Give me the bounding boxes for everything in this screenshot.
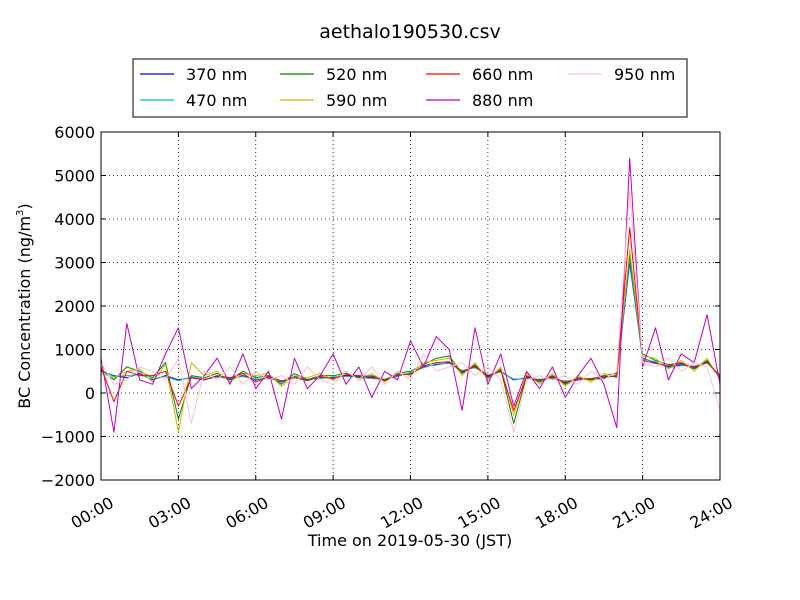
x-tick-label: 21:00 (609, 493, 658, 533)
x-tick-label: 12:00 (377, 493, 426, 533)
y-axis-label-close: ) (15, 203, 34, 209)
y-axis-label: BC Concentration (ng/m3) (15, 203, 34, 408)
y-tick-label: −2000 (41, 471, 95, 490)
y-axis-label-main: BC Concentration (ng/m (15, 216, 34, 409)
legend-label-660-nm: 660 nm (472, 65, 533, 84)
x-tick-label: 15:00 (454, 493, 503, 533)
legend-box (132, 58, 688, 118)
series-line-880-nm (100, 157, 721, 433)
y-tick-label: −1000 (41, 428, 95, 447)
y-tick-label: 1000 (54, 341, 95, 360)
legend-label-590-nm: 590 nm (326, 91, 387, 110)
y-tick-label: 3000 (54, 254, 95, 273)
legend-label-370-nm: 370 nm (186, 65, 247, 84)
x-tick-label: 06:00 (222, 493, 271, 533)
series-lines (100, 157, 721, 433)
x-axis-label: Time on 2019-05-30 (JST) (307, 531, 512, 550)
y-tick-label: 4000 (54, 210, 95, 229)
x-tick-label: 03:00 (145, 493, 194, 533)
x-tick-label: 18:00 (532, 493, 581, 533)
x-tick-label: 09:00 (300, 493, 349, 533)
y-axis-label-superscript: 3 (15, 210, 26, 216)
legend-label-520-nm: 520 nm (326, 65, 387, 84)
series-line-660-nm (100, 227, 721, 411)
legend-label-880-nm: 880 nm (472, 91, 533, 110)
x-tick-label: 00:00 (68, 493, 117, 533)
legend-label-950-nm: 950 nm (614, 65, 675, 84)
grid (101, 132, 720, 480)
x-tick-label: 24:00 (687, 493, 736, 533)
legend-label-470-nm: 470 nm (186, 91, 247, 110)
y-tick-label: 5000 (54, 167, 95, 186)
y-tick-label: 2000 (54, 297, 95, 316)
series-line-950-nm (100, 188, 721, 433)
y-tick-label: 0 (85, 384, 95, 403)
y-tick-label: 6000 (54, 123, 95, 142)
legend: 370 nm 470 nm 520 nm 590 nm 660 nm 880 nm 950 … (132, 58, 688, 118)
chart-title: aethalo190530.csv (319, 21, 501, 43)
